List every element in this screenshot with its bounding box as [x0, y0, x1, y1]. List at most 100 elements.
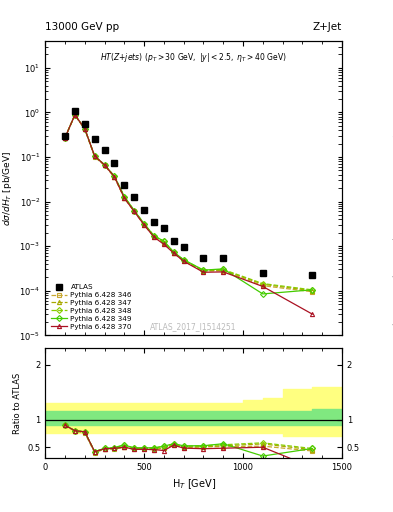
Pythia 6.428 347	[310, 288, 314, 294]
Pythia 6.428 346	[132, 208, 137, 215]
Pythia 6.428 370	[261, 283, 265, 289]
Pythia 6.428 347	[162, 240, 166, 246]
Pythia 6.428 348	[112, 173, 117, 179]
ATLAS	[62, 133, 67, 139]
Line: Pythia 6.428 349: Pythia 6.428 349	[63, 113, 314, 296]
Pythia 6.428 346	[261, 283, 265, 289]
Pythia 6.428 349	[181, 257, 186, 263]
Pythia 6.428 347	[102, 162, 107, 168]
Pythia 6.428 346	[152, 234, 156, 240]
Pythia 6.428 346	[92, 154, 97, 160]
Pythia 6.428 347	[83, 125, 87, 132]
Pythia 6.428 347	[181, 258, 186, 264]
Pythia 6.428 349	[310, 287, 314, 293]
Pythia 6.428 349	[62, 135, 67, 141]
Pythia 6.428 370	[92, 153, 97, 159]
Pythia 6.428 346	[83, 126, 87, 132]
Pythia 6.428 346	[122, 195, 127, 201]
ATLAS	[261, 270, 265, 276]
Pythia 6.428 349	[73, 112, 77, 118]
Pythia 6.428 346	[201, 268, 206, 274]
ATLAS	[162, 225, 166, 231]
Pythia 6.428 347	[62, 135, 67, 141]
Pythia 6.428 349	[112, 173, 117, 179]
Pythia 6.428 370	[112, 174, 117, 180]
ATLAS	[92, 136, 97, 142]
Legend: ATLAS, Pythia 6.428 346, Pythia 6.428 347, Pythia 6.428 348, Pythia 6.428 349, P: ATLAS, Pythia 6.428 346, Pythia 6.428 34…	[49, 282, 134, 332]
Pythia 6.428 347	[92, 153, 97, 159]
Pythia 6.428 346	[310, 289, 314, 295]
Pythia 6.428 347	[73, 112, 77, 118]
Pythia 6.428 370	[142, 222, 147, 228]
Pythia 6.428 370	[221, 269, 226, 275]
Pythia 6.428 349	[261, 291, 265, 297]
Pythia 6.428 347	[112, 174, 117, 180]
Pythia 6.428 349	[122, 194, 127, 200]
ATLAS	[181, 244, 186, 250]
Y-axis label: Ratio to ATLAS: Ratio to ATLAS	[13, 373, 22, 434]
ATLAS	[201, 254, 206, 261]
ATLAS	[102, 147, 107, 154]
ATLAS	[171, 238, 176, 244]
Pythia 6.428 348	[62, 135, 67, 141]
Pythia 6.428 348	[142, 221, 147, 227]
ATLAS	[310, 272, 314, 279]
Pythia 6.428 347	[152, 233, 156, 239]
ATLAS	[152, 219, 156, 225]
Pythia 6.428 347	[171, 249, 176, 255]
Pythia 6.428 370	[310, 311, 314, 317]
Pythia 6.428 348	[102, 162, 107, 168]
Pythia 6.428 370	[181, 258, 186, 264]
Pythia 6.428 370	[171, 250, 176, 256]
Text: $HT(Z{+}jets)\ (p_T > 30\ \mathrm{GeV},\ |y| < 2.5,\ \eta_T > 40\ \mathrm{GeV})$: $HT(Z{+}jets)\ (p_T > 30\ \mathrm{GeV},\…	[100, 51, 287, 65]
Pythia 6.428 348	[152, 233, 156, 239]
Line: Pythia 6.428 347: Pythia 6.428 347	[63, 113, 314, 293]
Pythia 6.428 349	[102, 162, 107, 168]
ATLAS	[122, 182, 127, 188]
Pythia 6.428 349	[171, 249, 176, 255]
Pythia 6.428 347	[221, 267, 226, 273]
Pythia 6.428 348	[171, 249, 176, 255]
Pythia 6.428 370	[83, 125, 87, 132]
Pythia 6.428 346	[162, 240, 166, 246]
Pythia 6.428 348	[92, 153, 97, 159]
Pythia 6.428 349	[201, 267, 206, 273]
Pythia 6.428 370	[122, 195, 127, 201]
Pythia 6.428 349	[92, 153, 97, 159]
Pythia 6.428 346	[221, 268, 226, 274]
ATLAS	[83, 121, 87, 127]
Pythia 6.428 370	[73, 112, 77, 118]
Pythia 6.428 370	[62, 135, 67, 141]
Pythia 6.428 370	[201, 269, 206, 275]
Text: ATLAS_2017_I1514251: ATLAS_2017_I1514251	[150, 322, 237, 331]
Pythia 6.428 348	[83, 125, 87, 132]
Pythia 6.428 348	[310, 287, 314, 293]
Text: 13000 GeV pp: 13000 GeV pp	[45, 22, 119, 32]
Pythia 6.428 349	[142, 221, 147, 227]
Pythia 6.428 346	[142, 222, 147, 228]
Pythia 6.428 348	[122, 194, 127, 200]
Text: mcplots.cern.ch [arXiv:1306.3436]: mcplots.cern.ch [arXiv:1306.3436]	[391, 229, 393, 324]
Pythia 6.428 347	[122, 195, 127, 201]
ATLAS	[73, 108, 77, 114]
Pythia 6.428 349	[83, 125, 87, 132]
Line: Pythia 6.428 348: Pythia 6.428 348	[63, 113, 314, 292]
Pythia 6.428 348	[201, 267, 206, 273]
Pythia 6.428 349	[132, 207, 137, 214]
Text: Z+Jet: Z+Jet	[313, 22, 342, 32]
Pythia 6.428 348	[162, 238, 166, 244]
X-axis label: H$_T$ [GeV]: H$_T$ [GeV]	[171, 478, 216, 492]
Pythia 6.428 370	[132, 208, 137, 215]
Line: Pythia 6.428 370: Pythia 6.428 370	[63, 113, 314, 316]
Pythia 6.428 346	[62, 135, 67, 141]
Pythia 6.428 349	[221, 266, 226, 272]
Pythia 6.428 348	[261, 281, 265, 287]
Pythia 6.428 346	[181, 258, 186, 264]
Pythia 6.428 346	[112, 174, 117, 180]
Text: Rivet 3.1.10, ≥ 2M events: Rivet 3.1.10, ≥ 2M events	[391, 102, 393, 174]
Pythia 6.428 347	[132, 208, 137, 214]
Pythia 6.428 346	[73, 112, 77, 118]
ATLAS	[221, 254, 226, 261]
ATLAS	[142, 207, 147, 213]
Pythia 6.428 370	[162, 241, 166, 247]
